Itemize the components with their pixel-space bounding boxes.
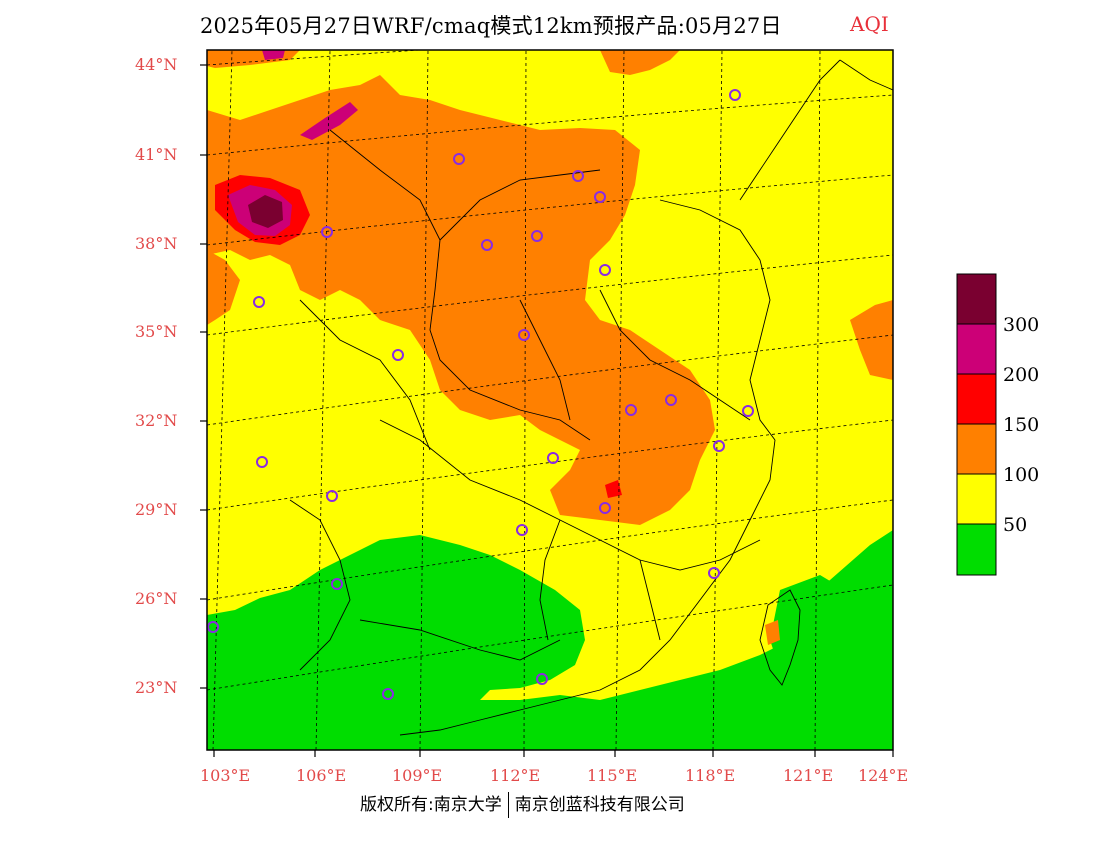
indicator-label: AQI [850,12,889,36]
lat-label: 32°N [135,411,178,430]
sensitive-zone-taiwan [765,620,780,645]
station-marker [536,673,548,685]
station-marker [321,226,333,238]
station-marker [599,264,611,276]
station-marker [518,329,530,341]
lon-label: 121°E [783,766,834,785]
legend-label: 50 [1003,514,1028,536]
sensitive-zone-seaeast [850,300,893,380]
station-marker [392,349,404,361]
company-text: 南京创蓝科技有限公司 [514,795,685,815]
lon-label: 109°E [392,766,443,785]
good-zone-south [207,530,893,750]
legend-label: 200 [1003,364,1040,386]
copyright-footer: 版权所有:南京大学 南京创蓝科技有限公司 [360,790,685,818]
lat-label: 38°N [135,234,178,253]
station-marker [594,191,606,203]
station-marker [729,89,741,101]
station-marker [453,153,465,165]
station-marker [742,405,754,417]
station-marker [547,452,559,464]
station-marker [516,524,528,536]
station-marker [253,296,265,308]
aqi-field [207,50,893,750]
lat-label: 29°N [135,500,178,519]
legend-swatch-sensitive [956,423,997,475]
lat-label: 41°N [135,145,178,164]
station-marker [531,230,543,242]
map-title: 2025年05月27日WRF/cmaq模式12km预报产品:05月27日 [200,14,782,38]
tick-marks [200,64,894,757]
station-marker [572,170,584,182]
lon-label: 118°E [685,766,736,785]
lon-label: 124°E [858,766,909,785]
very-unhealthy-streak [300,102,358,140]
station-marker [326,490,338,502]
station-marker [207,621,219,633]
legend-swatch-moderate [956,473,997,525]
lon-label: 106°E [296,766,347,785]
legend-swatch-good [956,523,997,576]
good-zone-east [770,575,855,670]
legend-swatch-very-unhealthy [956,323,997,375]
taiwan-outline [759,589,801,686]
lat-label: 35°N [135,322,178,341]
hazardous-zone [248,195,283,228]
graticule [207,50,893,750]
plot-frame [206,49,894,751]
legend-colorbar [956,273,997,576]
station-marker [481,239,493,251]
station-marker [256,456,268,468]
legend-label: 100 [1003,464,1040,486]
station-marker [665,394,677,406]
station-marker [708,567,720,579]
lat-label: 44°N [135,55,178,74]
station-marker [382,688,394,700]
legend-swatch-unhealthy [956,373,997,425]
lat-label: 23°N [135,678,178,697]
sensitive-zone-north [207,75,715,525]
unhealthy-spot [605,480,622,498]
lon-label: 115°E [587,766,638,785]
sensitive-zone-west [207,250,240,325]
station-marker [599,502,611,514]
footer-divider [507,792,509,818]
station-marker [713,440,725,452]
very-unhealthy-top [262,50,285,60]
lon-label: 112°E [490,766,541,785]
legend-swatch-hazardous [956,273,997,325]
lon-label: 103°E [200,766,251,785]
station-marker [625,404,637,416]
station-markers [207,89,754,700]
station-marker [331,578,343,590]
copyright-text: 版权所有:南京大学 [360,795,502,815]
legend-label: 150 [1003,414,1040,436]
lat-label: 26°N [135,589,178,608]
legend-label: 300 [1003,314,1040,336]
province-borders [289,59,893,736]
sensitive-zone-northeast [600,50,680,75]
